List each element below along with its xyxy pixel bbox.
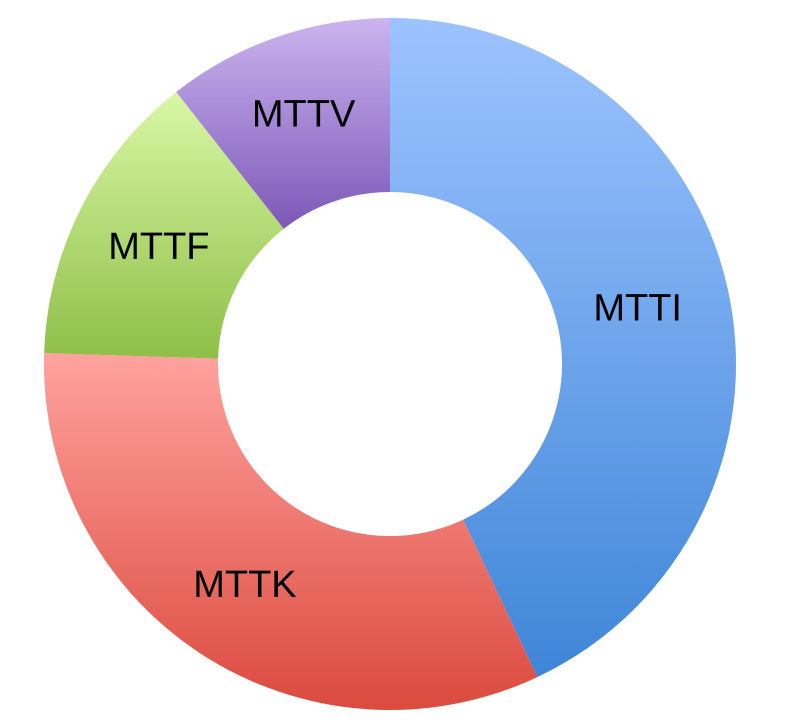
slice-label-mttf: MTTF xyxy=(108,226,209,268)
slice-label-mtti: MTTI xyxy=(593,288,682,330)
slices-layer xyxy=(44,18,736,710)
slice-mttf xyxy=(44,91,284,359)
slice-label-mttv: MTTV xyxy=(252,93,356,135)
slice-mtti xyxy=(390,18,736,678)
slice-mttv xyxy=(176,18,390,229)
slice-mttk xyxy=(44,353,538,710)
slice-label-mttk: MTTK xyxy=(193,564,296,606)
labels-layer: MTTI MTTK MTTF MTTV xyxy=(108,93,682,606)
